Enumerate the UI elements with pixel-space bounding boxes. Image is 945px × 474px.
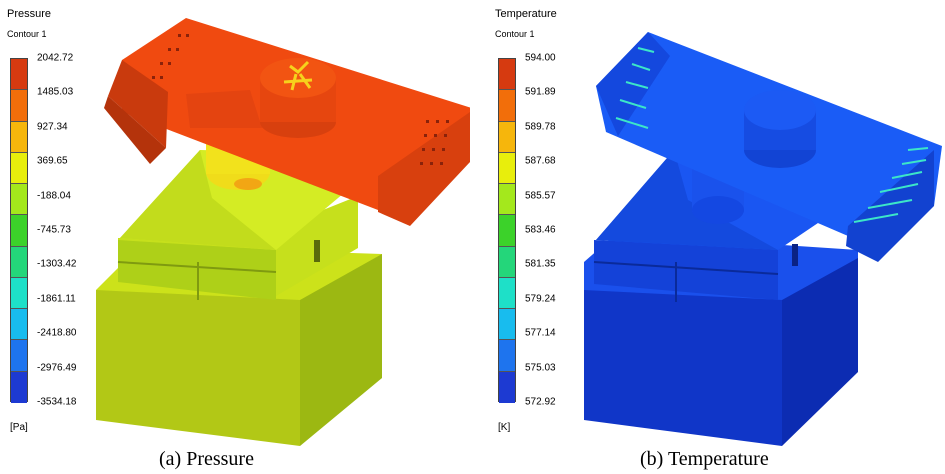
legend-tick: 579.24: [525, 293, 556, 305]
legend-band: [499, 121, 515, 153]
legend-band: [11, 277, 27, 310]
base-side-face: [782, 258, 858, 446]
legend-tick: -3534.18: [37, 396, 77, 408]
step-front: [594, 240, 778, 300]
legend-band: [499, 215, 515, 247]
legend-tick: 577.14: [525, 327, 556, 339]
legend-band: [11, 309, 27, 341]
legend-band: [499, 371, 515, 403]
base-front-face: [96, 290, 300, 446]
legend-tick: 581.35: [525, 258, 556, 270]
legend-band: [499, 152, 515, 185]
right-end-face: [378, 112, 470, 226]
legend-tick: -745.73: [37, 224, 71, 236]
legend-tick: 2042.72: [37, 52, 74, 64]
legend-tick: 585.57: [525, 190, 556, 202]
legend-band: [11, 340, 27, 372]
pressure-panel: Pressure Contour 1 2042.72 1485.03 927.3…: [0, 0, 470, 446]
legend-unit: [Pa]: [10, 422, 28, 433]
left-end-bottom: [104, 96, 166, 164]
hotspots-right: [853, 147, 929, 223]
riser-hotspot: [234, 178, 262, 190]
pyramid-left-face: [596, 150, 778, 250]
cylinder-top: [260, 58, 336, 98]
legend-band: [499, 184, 515, 216]
slot-mark: [792, 244, 798, 266]
legend-tick: 587.68: [525, 155, 556, 167]
legend-tick: -188.04: [37, 190, 71, 202]
legend-title: Temperature: [495, 8, 557, 20]
base-front-face: [584, 290, 782, 446]
caption-a: (a) Pressure: [159, 448, 254, 470]
legend-band: [11, 215, 27, 247]
legend-tick: 575.03: [525, 362, 556, 374]
legend-band: [499, 340, 515, 372]
pressure-contour-model: [96, 18, 470, 446]
legend-subtitle: Contour 1: [495, 29, 535, 39]
nozzle-array-left: [152, 34, 189, 79]
legend-tick: 927.34: [37, 121, 68, 133]
hotspots-left: [615, 47, 655, 129]
temperature-contour-model: [584, 32, 942, 446]
legend-band: [11, 371, 27, 403]
legend-band: [499, 309, 515, 341]
temperature-panel: Temperature Contour 1 594.00 591.89 589.…: [488, 0, 945, 446]
pyramid-left-face: [120, 150, 276, 250]
legend-tick: -1861.11: [37, 293, 76, 305]
legend-tick: 589.78: [525, 121, 556, 133]
caption-b: (b) Temperature: [640, 448, 769, 470]
legend-tick: -2976.49: [37, 362, 77, 374]
legend-tick: 591.89: [525, 86, 556, 98]
legend-tick: 1485.03: [37, 86, 74, 98]
inlet-pattern: [283, 60, 313, 91]
riser-base: [692, 196, 744, 224]
legend-tick: 594.00: [525, 52, 556, 64]
legend-band: [11, 246, 27, 278]
legend-subtitle: Contour 1: [7, 29, 47, 39]
legend-tick: 572.92: [525, 396, 556, 408]
legend-tick: -2418.80: [37, 327, 77, 339]
legend-tick: 583.46: [525, 224, 556, 236]
color-legend-bar: [10, 58, 28, 403]
legend-tick: 369.65: [37, 155, 68, 167]
step-groove: [593, 261, 779, 275]
right-end-face: [846, 150, 934, 262]
legend-band: [11, 59, 27, 91]
legend-band: [11, 152, 27, 185]
legend-band: [499, 90, 515, 122]
color-legend-bar: [498, 58, 516, 403]
legend-band: [499, 59, 515, 91]
legend-unit: [K]: [498, 422, 511, 433]
legend-band: [11, 121, 27, 153]
legend-tick: -1303.42: [37, 258, 77, 270]
legend-band: [11, 184, 27, 216]
legend-band: [11, 90, 27, 122]
left-end-face: [108, 60, 168, 148]
base-side-face: [300, 254, 382, 446]
arm-front: [186, 90, 262, 128]
legend-band: [499, 277, 515, 310]
cylinder-top: [744, 90, 816, 130]
legend-band: [499, 246, 515, 278]
slot-mark: [314, 240, 320, 262]
legend-title: Pressure: [7, 8, 52, 20]
nozzle-array-right: [420, 120, 449, 165]
